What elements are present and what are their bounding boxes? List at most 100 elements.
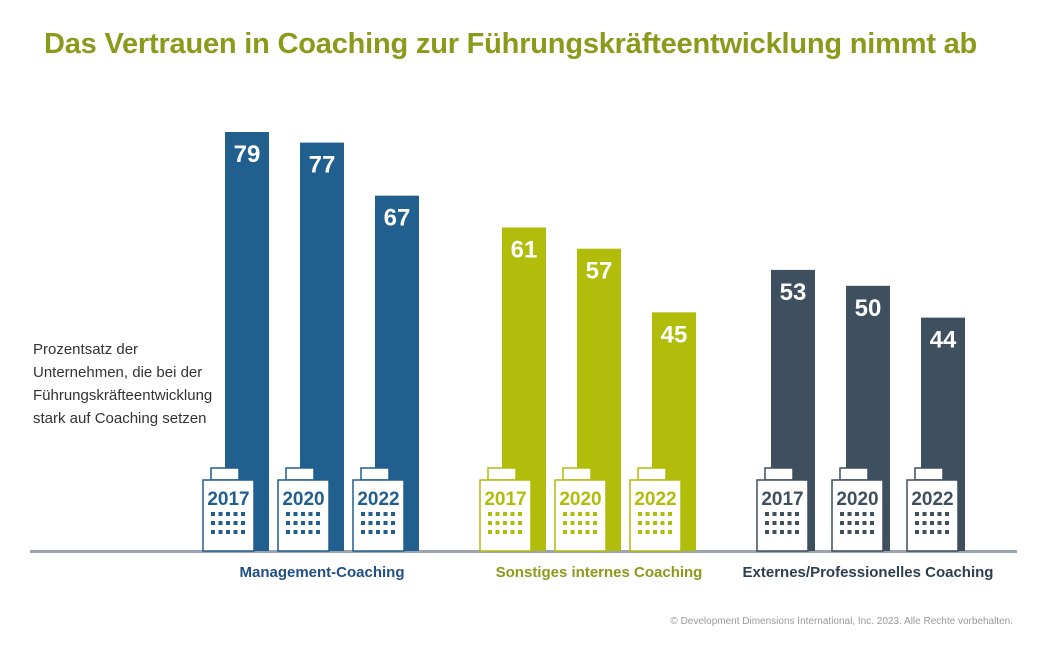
building-window [937, 521, 942, 525]
building-window [563, 530, 567, 534]
building-window [645, 530, 650, 534]
building-window [915, 530, 919, 534]
building-window [368, 512, 373, 516]
building-window [930, 512, 934, 516]
building-window [585, 521, 590, 525]
building-window [653, 530, 657, 534]
building-window [308, 512, 313, 516]
building-window [862, 530, 867, 534]
building-window [870, 521, 874, 525]
building-window [772, 530, 777, 534]
building-roof [360, 467, 390, 481]
building-window [293, 530, 298, 534]
building-roof [210, 467, 240, 481]
building-window [488, 530, 492, 534]
building-window [376, 521, 380, 525]
building-roof [285, 467, 315, 481]
building-window [218, 521, 223, 525]
data-label: 44 [930, 327, 957, 354]
building-window [218, 512, 223, 516]
building-window [862, 521, 867, 525]
building-window [495, 512, 500, 516]
building-window [211, 530, 215, 534]
building-window [668, 521, 672, 525]
data-label: 79 [234, 141, 261, 168]
building-window [765, 530, 769, 534]
building-window [563, 521, 567, 525]
building-window [570, 512, 575, 516]
data-label: 45 [661, 321, 688, 348]
building-window [585, 530, 590, 534]
building-window [293, 521, 298, 525]
year-label: 2017 [484, 489, 526, 510]
building-window [241, 530, 245, 534]
building-window [226, 512, 230, 516]
building-window [503, 530, 507, 534]
y-axis-description: Prozentsatz der Unternehmen, die bei der… [33, 341, 213, 427]
data-label: 77 [309, 152, 336, 179]
building-window [383, 512, 388, 516]
building-window [660, 530, 665, 534]
building-window [787, 530, 792, 534]
building-window [593, 512, 597, 516]
building-window [787, 521, 792, 525]
building-window [383, 530, 388, 534]
year-label: 2017 [761, 489, 803, 510]
building-window [593, 530, 597, 534]
building-window [638, 521, 642, 525]
building-window [772, 521, 777, 525]
building-window [488, 512, 492, 516]
chart-title: Das Vertrauen in Coaching zur Führungskr… [44, 28, 978, 60]
building-window [915, 512, 919, 516]
building-window [316, 512, 320, 516]
building-window [795, 530, 799, 534]
building-window [847, 512, 852, 516]
building-window [518, 521, 522, 525]
building-roof [914, 467, 944, 481]
building-window [368, 530, 373, 534]
building-window [585, 512, 590, 516]
data-label: 53 [780, 279, 807, 306]
year-label: 2020 [559, 489, 601, 510]
category-label: Externes/Professionelles Coaching [743, 564, 994, 581]
building-window [945, 512, 949, 516]
building-window [922, 530, 927, 534]
building-window [286, 512, 290, 516]
building-window [840, 521, 844, 525]
building-window [653, 521, 657, 525]
building-roof [487, 467, 517, 481]
year-label: 2020 [282, 489, 324, 510]
data-label: 67 [384, 205, 411, 232]
building-window [780, 530, 784, 534]
building-window [930, 530, 934, 534]
building-window [301, 530, 305, 534]
building-window [765, 512, 769, 516]
building-window [653, 512, 657, 516]
building-window [391, 530, 395, 534]
building-window [645, 512, 650, 516]
building-window [218, 530, 223, 534]
building-window [495, 530, 500, 534]
building-window [233, 530, 238, 534]
building-window [361, 521, 365, 525]
building-window [578, 530, 582, 534]
year-label: 2022 [357, 489, 399, 510]
building-window [241, 512, 245, 516]
building-window [510, 530, 515, 534]
building-window [795, 512, 799, 516]
building-window [226, 521, 230, 525]
building-window [361, 512, 365, 516]
building-window [518, 530, 522, 534]
building-window [937, 512, 942, 516]
building-window [638, 512, 642, 516]
building-window [922, 512, 927, 516]
building-window [233, 512, 238, 516]
building-window [787, 512, 792, 516]
building-window [578, 512, 582, 516]
building-window [488, 521, 492, 525]
building-roof [764, 467, 794, 481]
building-window [855, 521, 859, 525]
building-window [945, 530, 949, 534]
building-window [308, 521, 313, 525]
